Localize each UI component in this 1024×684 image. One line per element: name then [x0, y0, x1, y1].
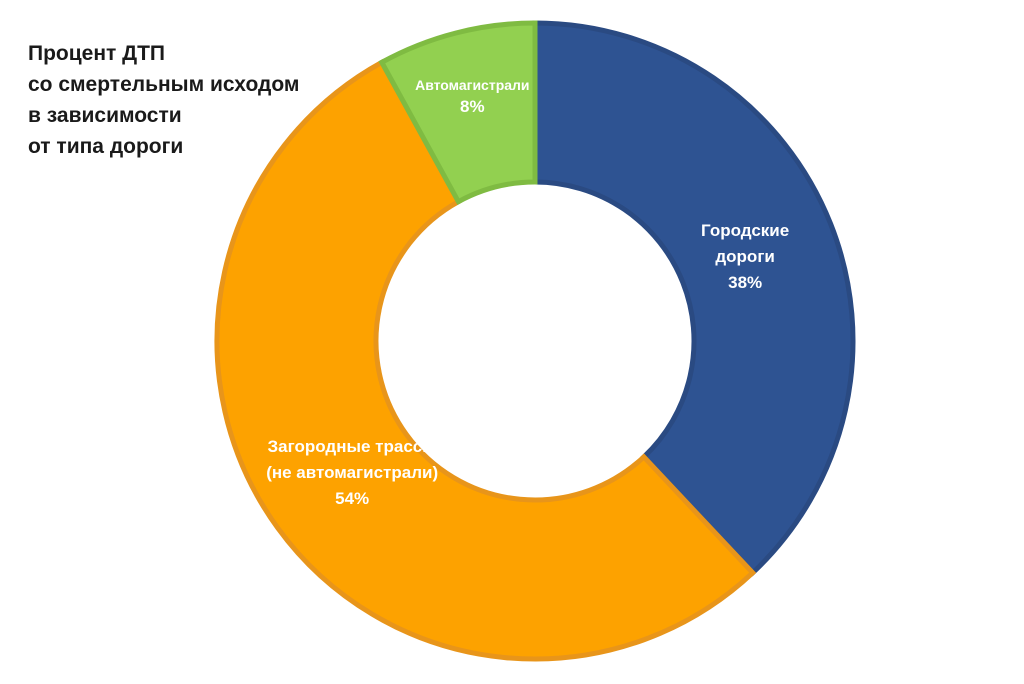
- donut-slice: [532, 20, 856, 577]
- chart-title-line: Процент ДТП: [28, 42, 166, 65]
- donut-labels: Городские дороги 38% Загородные трассы (не а…: [266, 77, 789, 509]
- data-label: Городские дороги 38%: [701, 221, 789, 292]
- donut-slice: [214, 58, 757, 662]
- data-label-value: 38%: [728, 273, 762, 292]
- data-label-category: (не автомагистрали): [266, 463, 438, 482]
- data-label-category: Автомагистрали: [415, 77, 529, 93]
- chart-title: Процент ДТП со смертельным исходом в зав…: [28, 38, 348, 162]
- chart-title-line: в зависимости: [28, 104, 182, 127]
- donut-slices: [214, 20, 856, 662]
- data-label-category: дороги: [715, 247, 774, 266]
- chart-title-line: от типа дороги: [28, 135, 184, 158]
- chart-title-line: со смертельным исходом: [28, 73, 300, 96]
- data-label-category: Городские: [701, 221, 789, 240]
- data-label-value: 8%: [460, 97, 485, 116]
- data-label-category: Загородные трассы: [268, 437, 437, 456]
- data-label: Автомагистрали 8%: [415, 77, 529, 117]
- data-label: Загородные трассы (не автомагистрали) 54%: [266, 437, 438, 508]
- donut-slice: [378, 20, 538, 206]
- data-label-value: 54%: [335, 489, 369, 508]
